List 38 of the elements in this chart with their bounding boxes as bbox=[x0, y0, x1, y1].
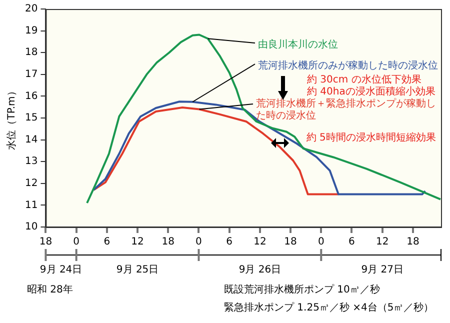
x2-tick-label: 9月 26日 bbox=[238, 264, 282, 276]
y-tick-label: 13 bbox=[24, 156, 38, 168]
text: 由良川本川の水位 bbox=[258, 38, 338, 51]
x2-tick-label: 9月 25日 bbox=[116, 264, 159, 276]
text: 緊急排水ポンプ 1.25㎥／秒 ×4台（5㎥／秒） bbox=[224, 302, 434, 314]
x2-tick-label: 9月 24日 bbox=[40, 264, 82, 276]
x-tick-label: 6 bbox=[104, 236, 110, 248]
x-tick-label: 12 bbox=[254, 236, 266, 248]
y-axis-title: 水位（TP.m） bbox=[6, 86, 18, 150]
x-tick-label: 0 bbox=[318, 236, 324, 248]
text: 昭和 28年 bbox=[27, 284, 73, 296]
x-tick-label: 18 bbox=[284, 236, 297, 248]
x-tick-label: 12 bbox=[376, 236, 389, 248]
text: 荒河排水機所のみが稼動した時の浸水位 bbox=[258, 60, 438, 72]
x-tick-label: 18 bbox=[162, 236, 174, 248]
y-tick-label: 17 bbox=[24, 68, 38, 80]
annotation: 約 5時間の浸水時間短縮効果 bbox=[306, 131, 436, 144]
annotation: 約 30cm の水位低下効果 bbox=[307, 74, 422, 86]
annotation: 約 40haの浸水面積縮小効果 bbox=[307, 86, 436, 98]
x-tick-label: 6 bbox=[348, 236, 355, 248]
y-tick-label: 12 bbox=[24, 178, 38, 189]
x-tick-label: 12 bbox=[131, 236, 144, 248]
y-tick-label: 19 bbox=[24, 25, 38, 36]
text: 既設荒河排水機所ポンプ 10㎥／秒 bbox=[224, 284, 380, 296]
series-label: 荒河排水機所＋緊急排水ポンプが稼動した時の浸水位 bbox=[256, 98, 436, 122]
x2-tick-label: 9月 27日 bbox=[361, 264, 404, 276]
x-tick-label: 6 bbox=[226, 236, 233, 248]
x-tick-label: 0 bbox=[73, 236, 80, 248]
y-tick-label: 11 bbox=[24, 200, 38, 211]
y-tick-label: 15 bbox=[24, 112, 38, 124]
y-tick-label: 20 bbox=[24, 4, 38, 15]
y-tick-label: 18 bbox=[24, 47, 38, 58]
y-tick-label: 10 bbox=[24, 222, 38, 233]
x-tick-label: 0 bbox=[196, 236, 202, 248]
y-tick-label: 14 bbox=[24, 134, 38, 146]
x-tick-label: 18 bbox=[406, 236, 420, 248]
y-tick-label: 16 bbox=[24, 90, 38, 102]
x-tick-label: 18 bbox=[39, 236, 52, 248]
